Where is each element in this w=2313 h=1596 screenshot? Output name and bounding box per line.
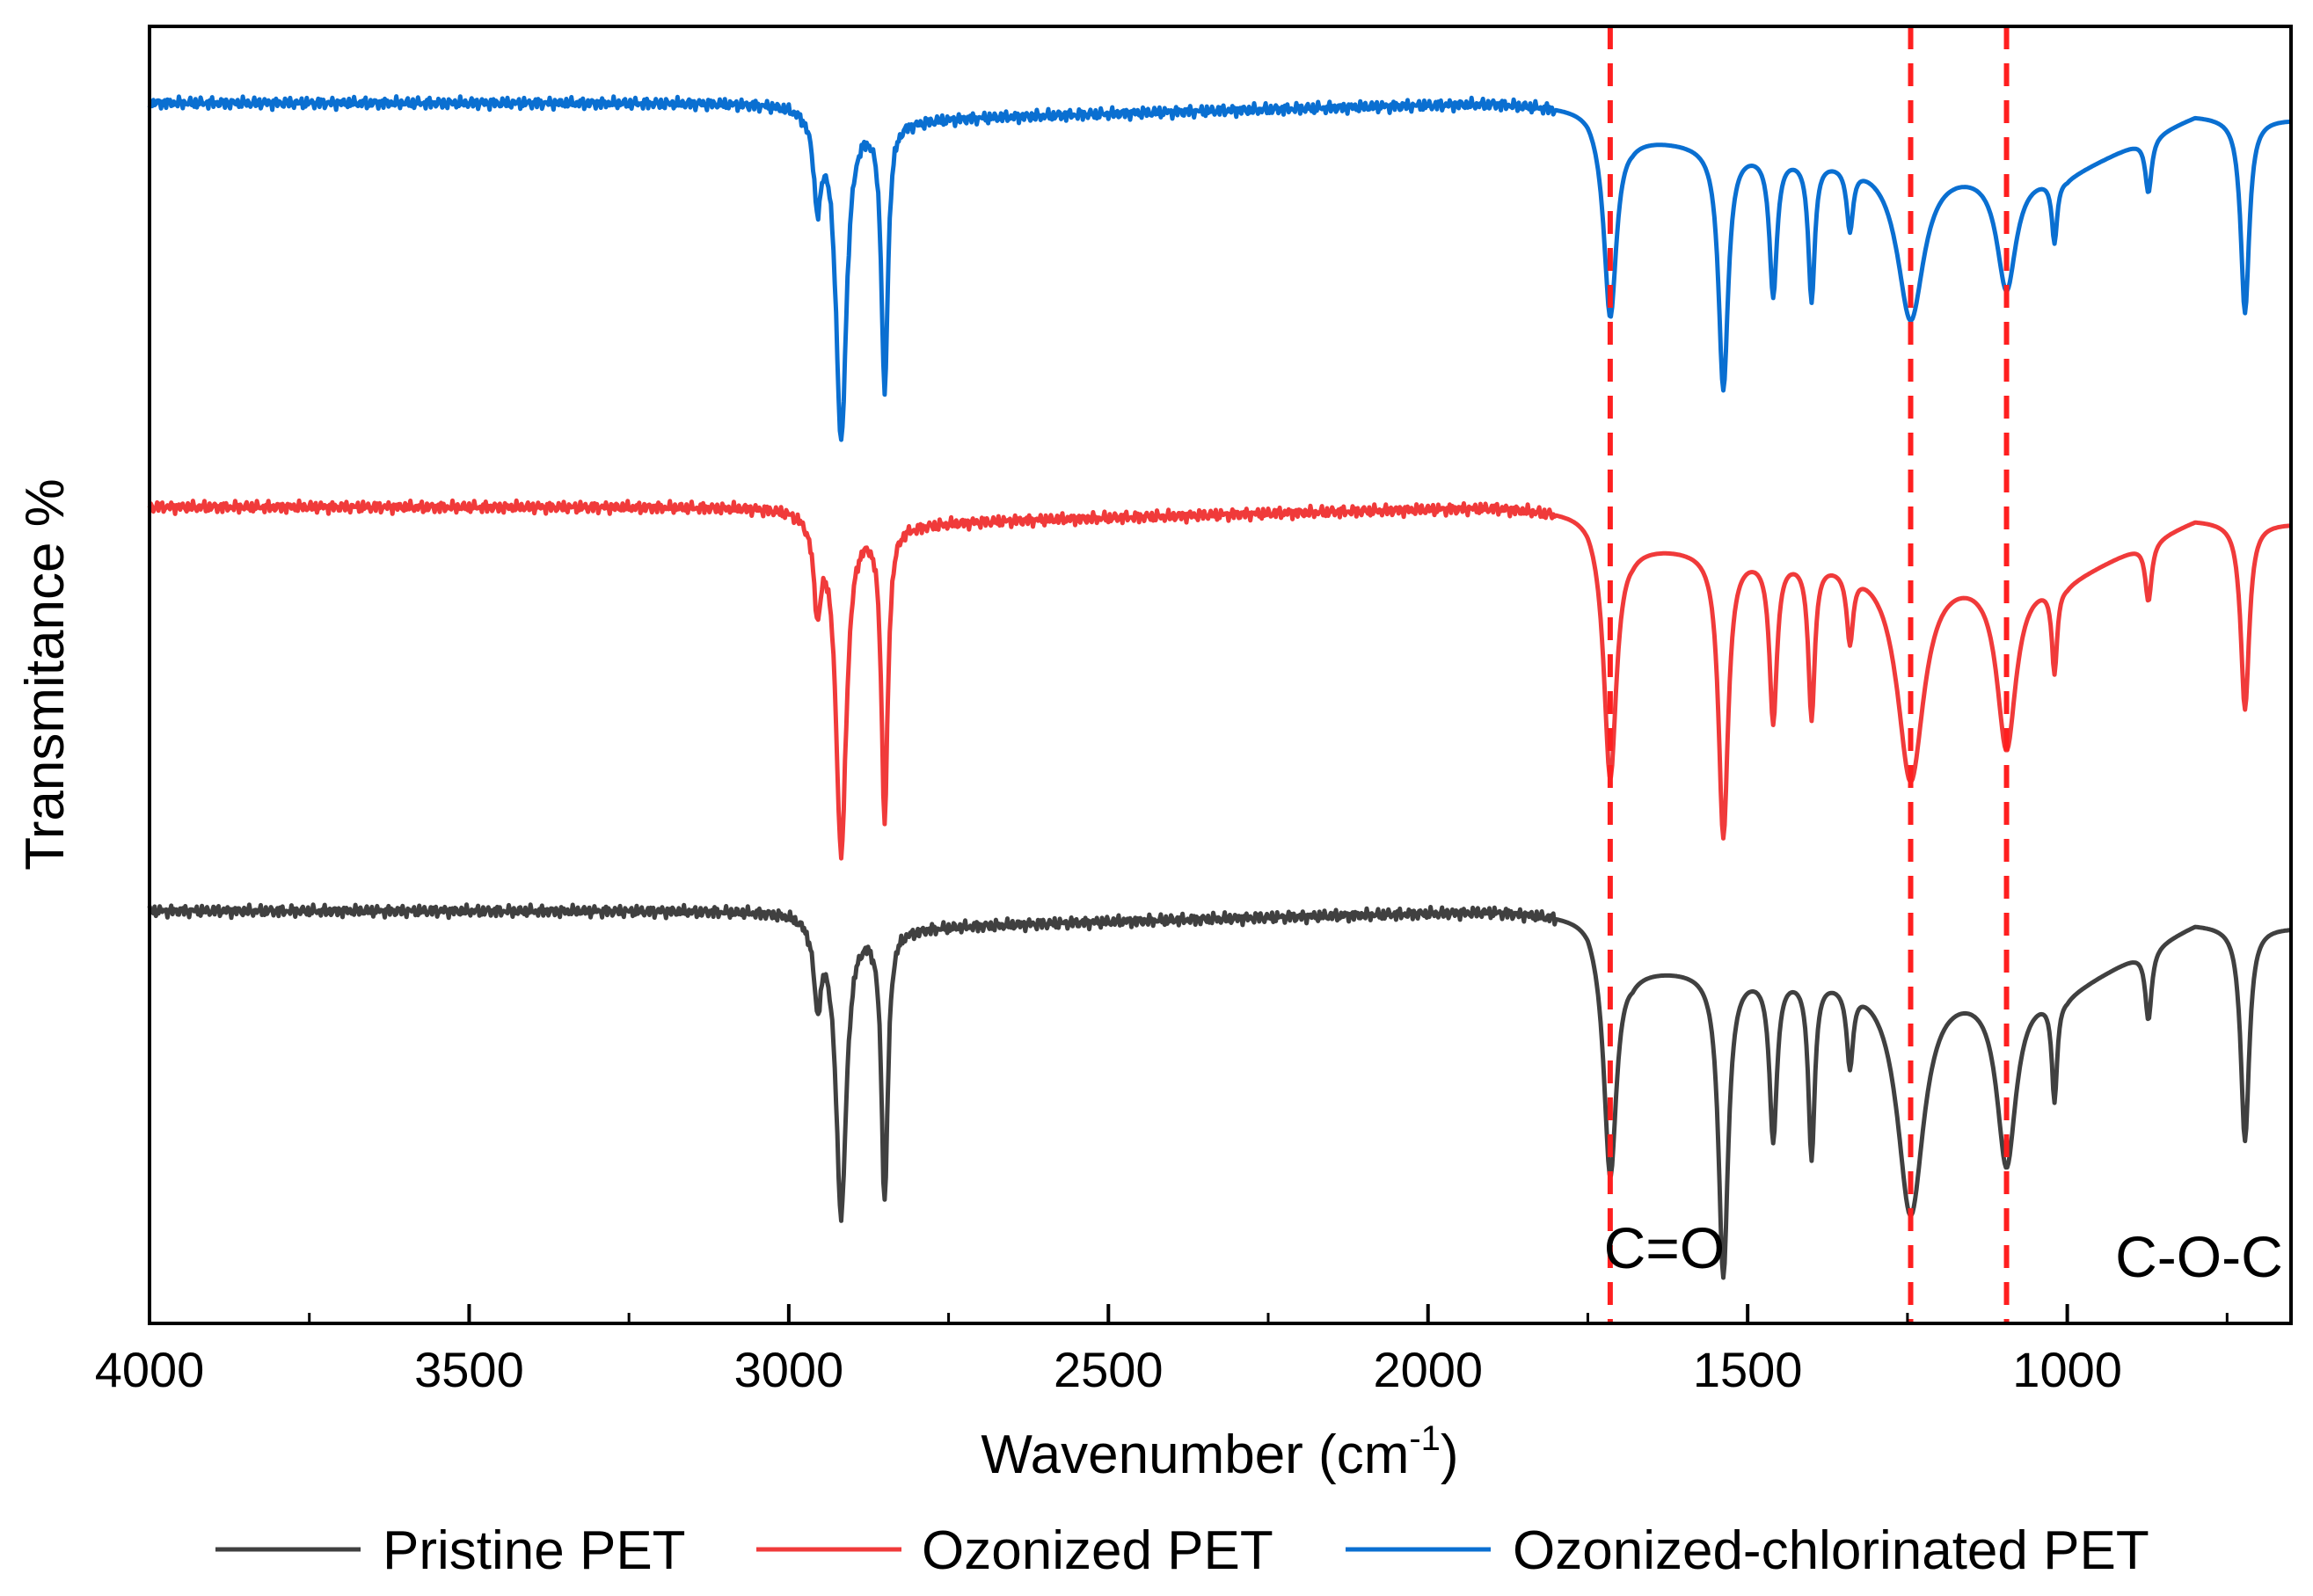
series-line-ozonized-chlorinated-pet — [147, 94, 2292, 442]
x-axis: 4000 3500 3000 2500 2000 1500 1000 — [95, 1304, 2229, 1397]
x-tick-label: 3000 — [734, 1342, 844, 1397]
annotations: C=O C-O-C — [1604, 1215, 2283, 1289]
x-tick-label: 3500 — [414, 1342, 524, 1397]
x-tick-label: 4000 — [95, 1342, 205, 1397]
legend-label: Pristine PET — [383, 1520, 686, 1581]
x-axis-title-main: Wavenumber (cm — [981, 1425, 1409, 1485]
x-tick-label: 1000 — [2012, 1342, 2122, 1397]
x-tick-label: 2000 — [1373, 1342, 1483, 1397]
x-tick-label: 1500 — [1693, 1342, 1803, 1397]
y-axis-title: Transmitance % — [15, 478, 76, 871]
x-tick-label: 2500 — [1054, 1342, 1164, 1397]
annotation-label: C-O-C — [2115, 1224, 2283, 1289]
x-axis-title-superscript: -1 — [1409, 1419, 1441, 1458]
legend-label: Ozonized-chlorinated PET — [1513, 1520, 2149, 1581]
annotation-label: C=O — [1604, 1215, 1726, 1280]
legend-label: Ozonized PET — [922, 1520, 1273, 1581]
series-line-ozonized-pet — [147, 498, 2292, 861]
plot-frame — [148, 25, 2293, 1325]
series-layer — [147, 94, 2292, 1280]
legend: Pristine PET Ozonized PET Ozonized-chlorin… — [215, 1520, 2149, 1581]
x-axis-title: Wavenumber (cm-1) — [981, 1419, 1458, 1485]
reference-lines — [1607, 26, 2010, 1323]
series-line-pristine-pet — [147, 902, 2292, 1280]
x-axis-title-close: ) — [1441, 1425, 1459, 1485]
